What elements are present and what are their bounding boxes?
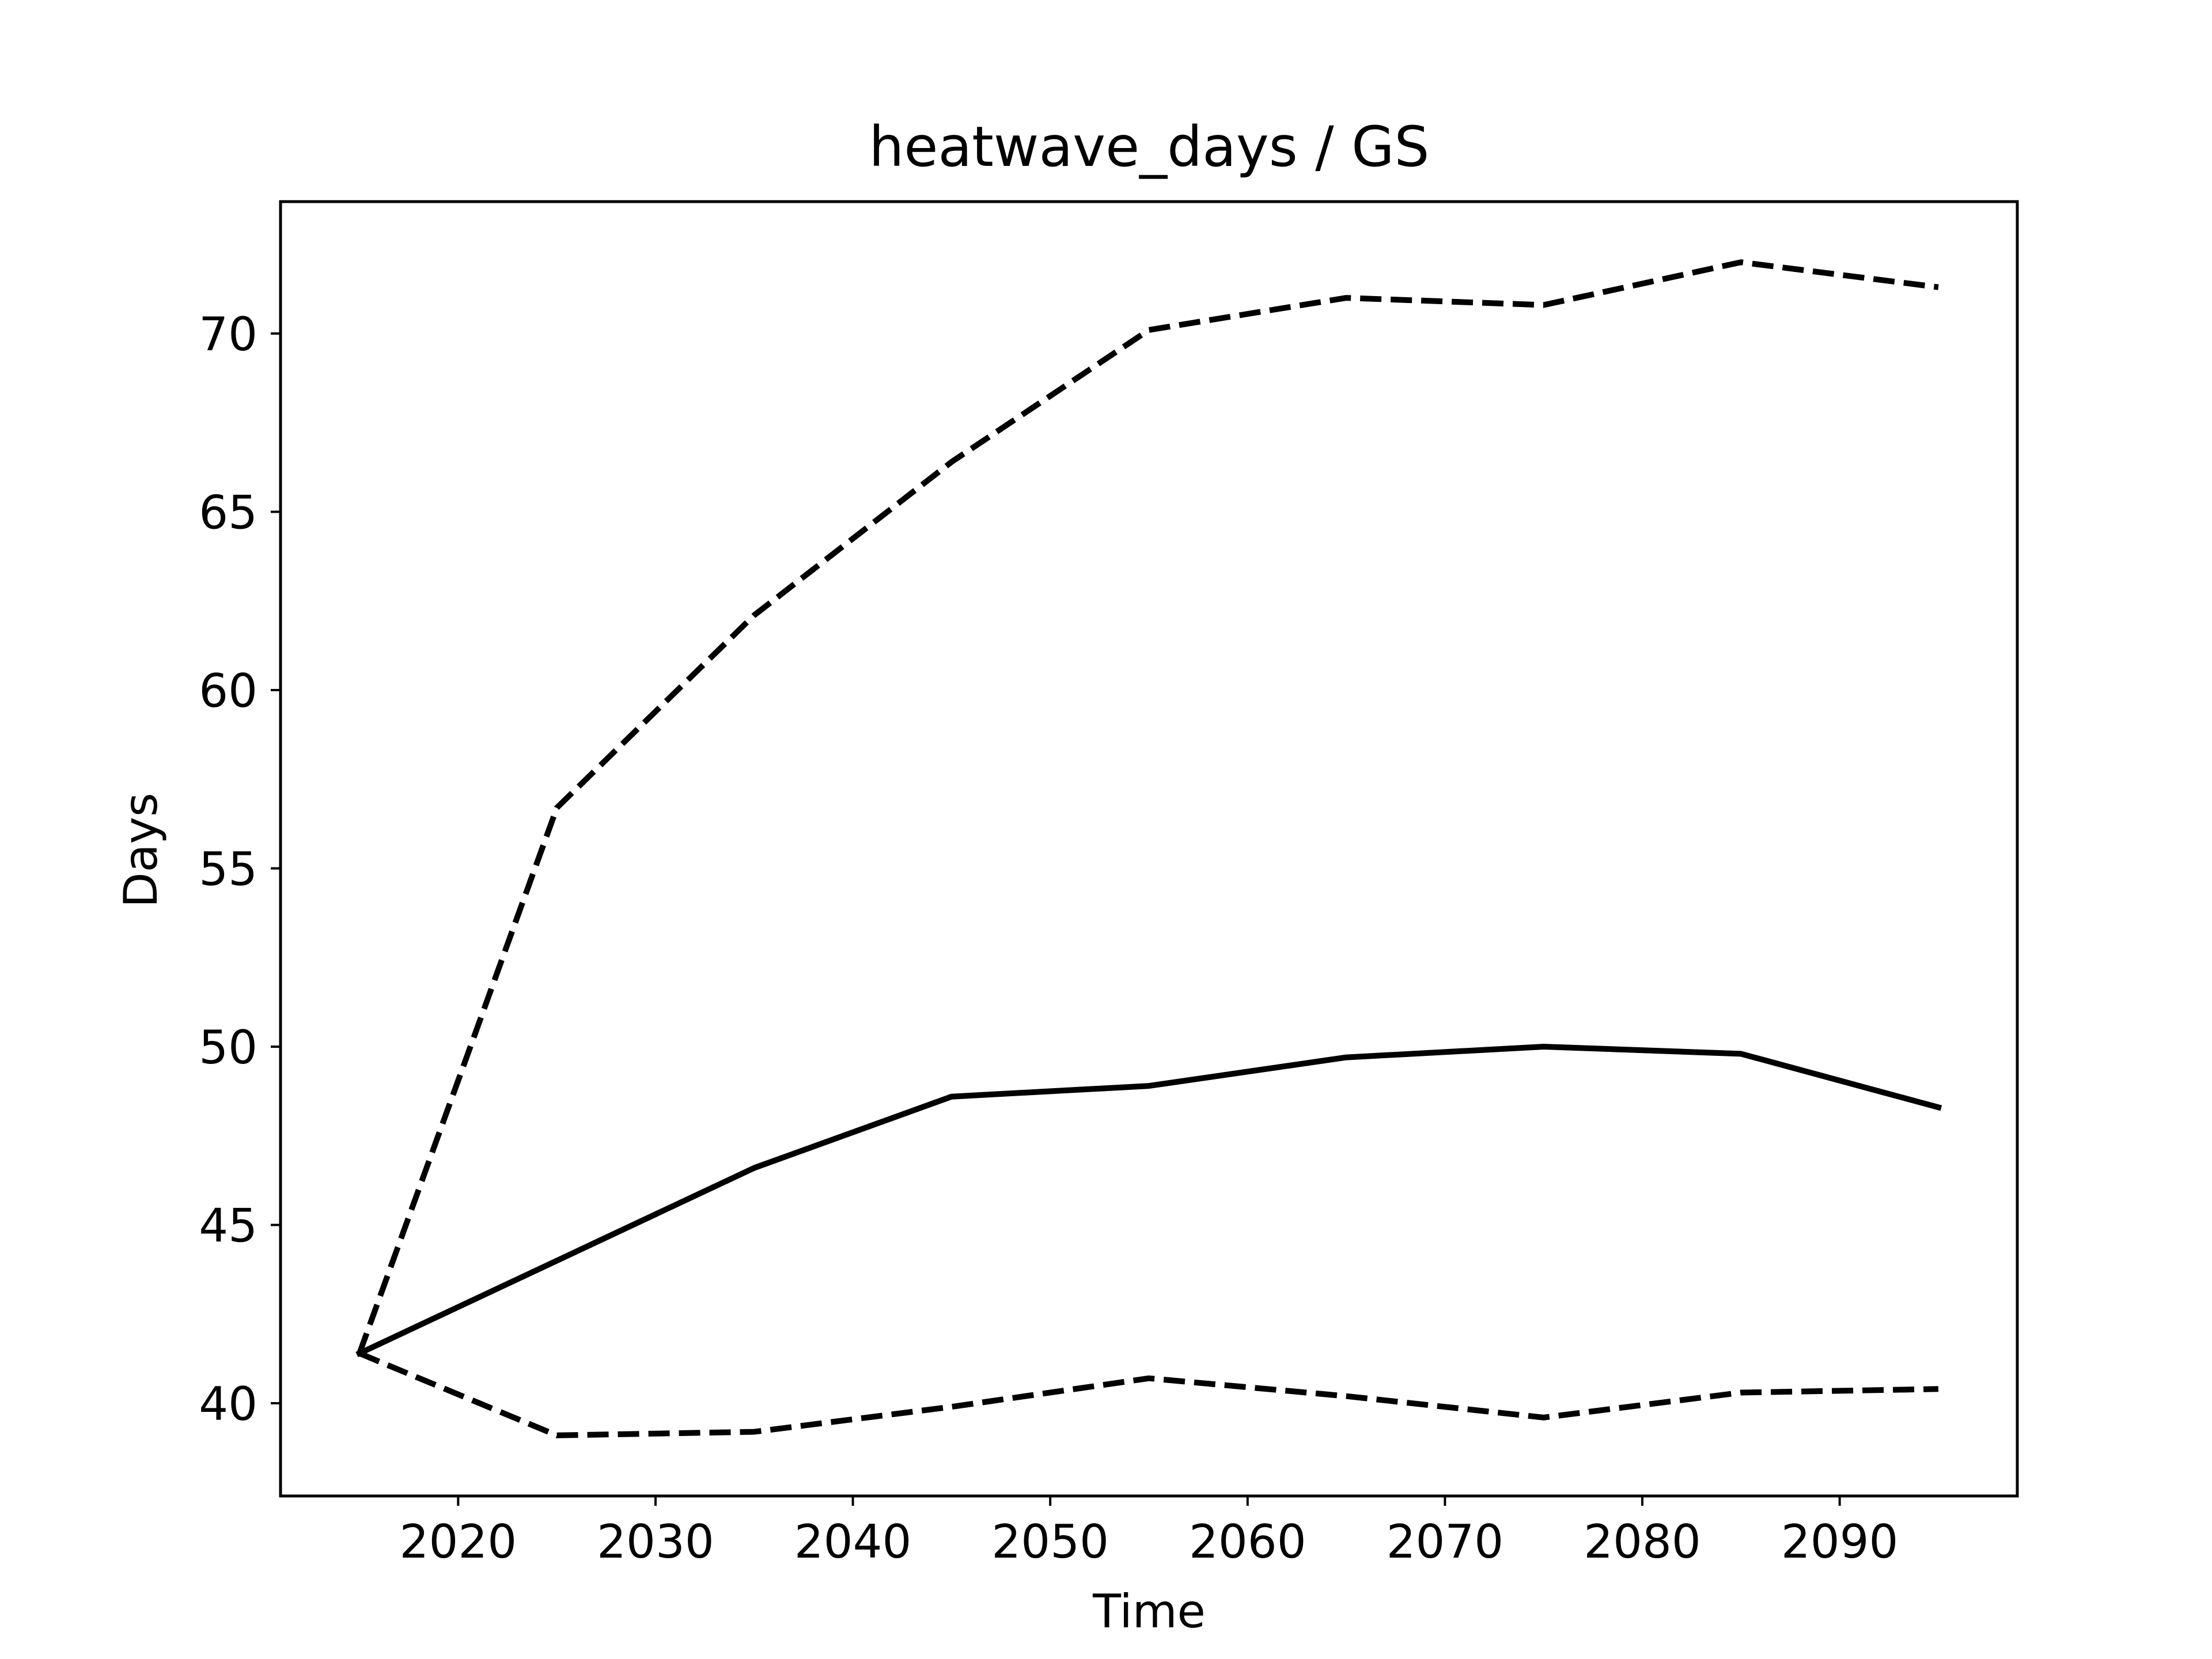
y-tick-label: 65 [199, 486, 257, 540]
x-tick-label: 2090 [1781, 1515, 1899, 1569]
x-tick-label: 2060 [1189, 1515, 1306, 1569]
y-axis: 40 45 50 55 60 65 70 [199, 308, 281, 1431]
y-tick-label: 50 [199, 1021, 257, 1074]
x-tick-label: 2040 [794, 1515, 912, 1569]
plot-area [355, 259, 1942, 1438]
series-line-1 [355, 1044, 1942, 1358]
y-tick-label: 55 [199, 843, 257, 896]
y-tick-label: 45 [199, 1199, 257, 1253]
y-tick-label: 70 [199, 308, 257, 361]
x-axis: 2020 2030 2040 2050 2060 2070 2080 2090 [400, 1496, 1899, 1569]
x-tick-label: 2020 [400, 1515, 517, 1569]
x-tick-label: 2070 [1387, 1515, 1504, 1569]
chart-title: heatwave_days / GS [869, 115, 1430, 179]
axes-frame [279, 200, 2019, 1498]
x-axis-label: Time [1092, 1585, 1206, 1638]
x-tick-label: 2030 [597, 1515, 714, 1569]
y-tick-label: 40 [199, 1377, 257, 1431]
series-line-3 [358, 1350, 1939, 1438]
x-tick-label: 2050 [991, 1515, 1109, 1569]
series-line-2 [357, 259, 1939, 1355]
x-tick-label: 2080 [1584, 1515, 1701, 1569]
y-tick-label: 60 [199, 664, 257, 718]
y-axis-label: Days [114, 793, 168, 908]
